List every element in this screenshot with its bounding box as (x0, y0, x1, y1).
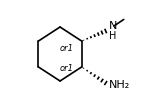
Text: or1: or1 (60, 64, 74, 73)
Text: H: H (109, 31, 117, 41)
Text: NH₂: NH₂ (109, 80, 130, 90)
Text: N: N (109, 21, 117, 31)
Text: or1: or1 (60, 44, 74, 53)
